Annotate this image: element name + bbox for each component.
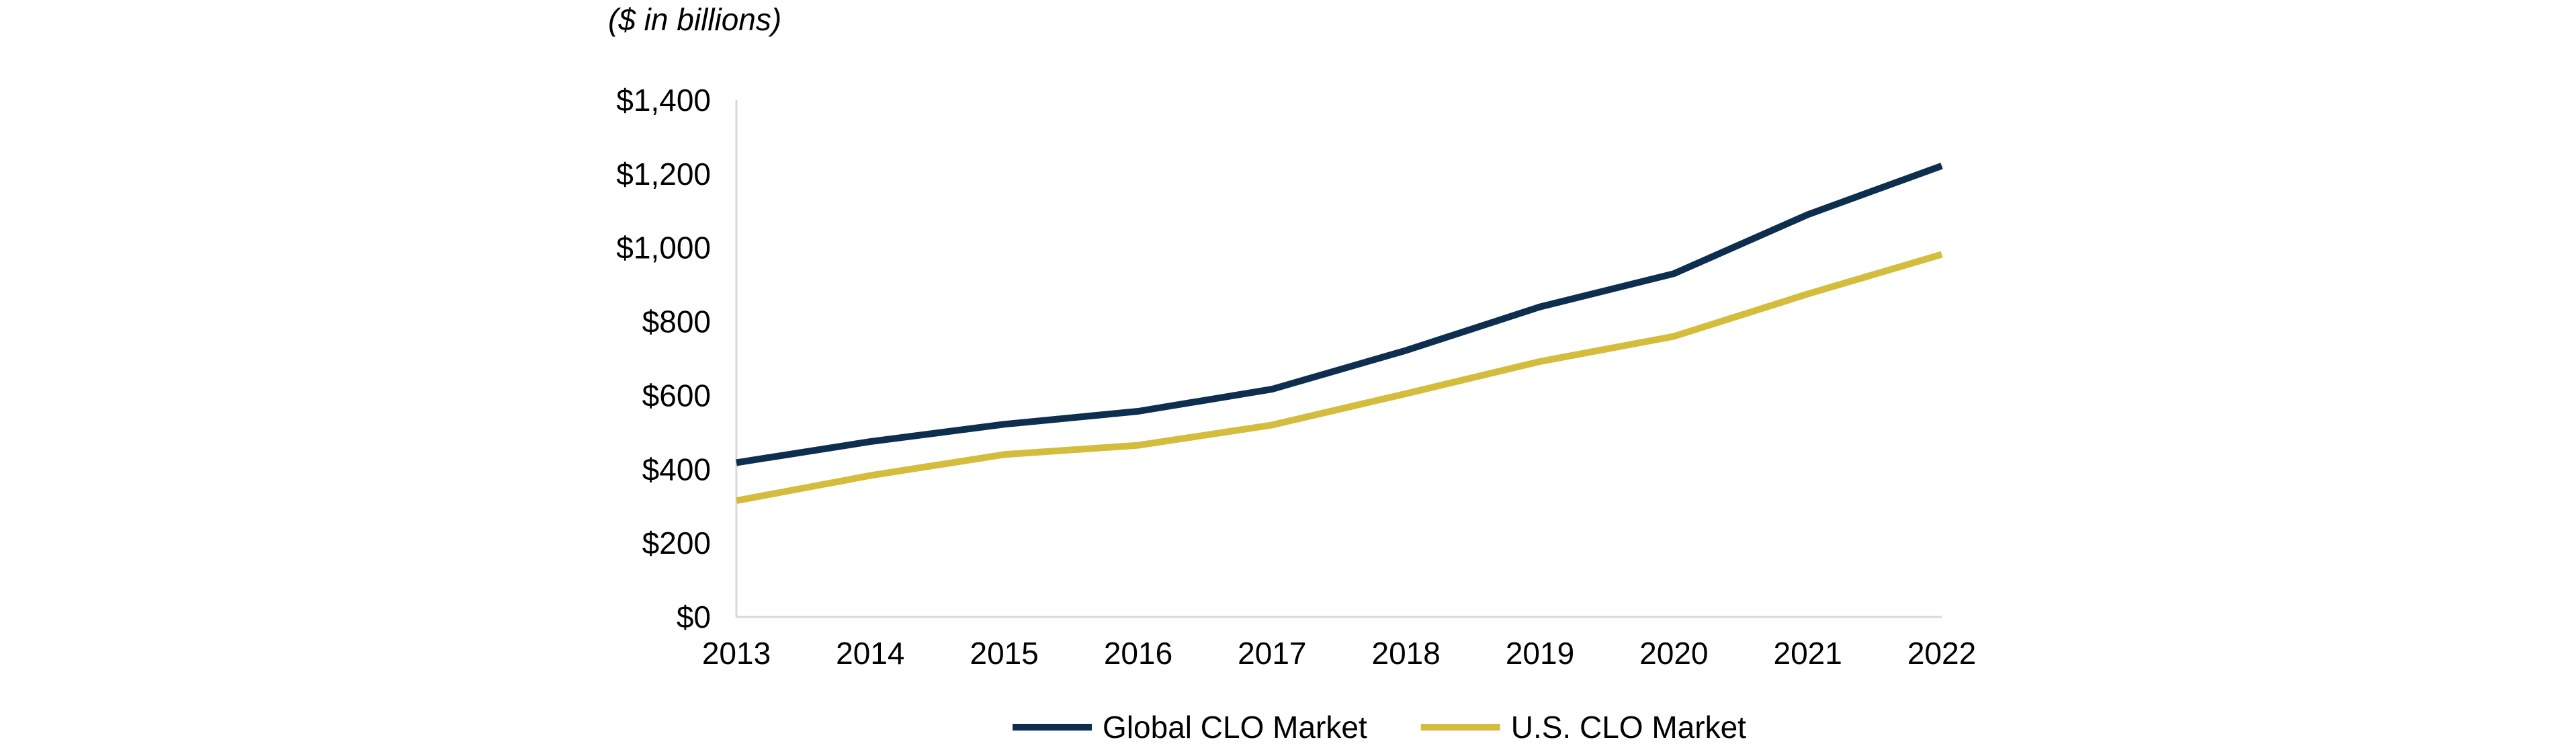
y-tick-label: $1,200 — [616, 157, 711, 192]
y-tick-label: $200 — [642, 526, 711, 560]
x-axis-tick-labels: 2013 2014 2015 2016 2017 2018 2019 2020 2021 2022 — [702, 636, 1976, 671]
unit-label: ($ in billions) — [608, 2, 781, 37]
series-line-global-clo-market — [736, 163, 1943, 466]
axes — [735, 100, 1942, 618]
x-tick-label: 2018 — [1371, 636, 1440, 671]
y-tick-label: $0 — [677, 599, 711, 634]
y-tick-label: $800 — [642, 304, 711, 339]
x-tick-label: 2021 — [1773, 636, 1842, 671]
x-tick-label: 2013 — [702, 636, 771, 671]
y-tick-label: $600 — [642, 378, 711, 413]
y-tick-label: $1,400 — [616, 83, 711, 118]
x-tick-label: 2019 — [1506, 636, 1574, 671]
legend: Global CLO Market U.S. CLO Market — [1013, 710, 1746, 745]
x-tick-label: 2016 — [1104, 636, 1172, 671]
x-tick-label: 2014 — [836, 636, 904, 671]
series-lines — [736, 163, 1943, 504]
x-tick-label: 2015 — [970, 636, 1038, 671]
y-axis-tick-labels: $0 $200 $400 $600 $800 $1,000 $1,200 $1,400 — [616, 83, 711, 634]
y-tick-label: $400 — [642, 452, 711, 487]
x-tick-label: 2022 — [1907, 636, 1976, 671]
legend-label: Global CLO Market — [1103, 710, 1367, 745]
x-tick-label: 2020 — [1639, 636, 1708, 671]
series-line-u-s-clo-market — [736, 251, 1943, 504]
legend-label: U.S. CLO Market — [1511, 710, 1746, 745]
x-tick-label: 2017 — [1238, 636, 1306, 671]
y-tick-label: $1,000 — [616, 231, 711, 265]
